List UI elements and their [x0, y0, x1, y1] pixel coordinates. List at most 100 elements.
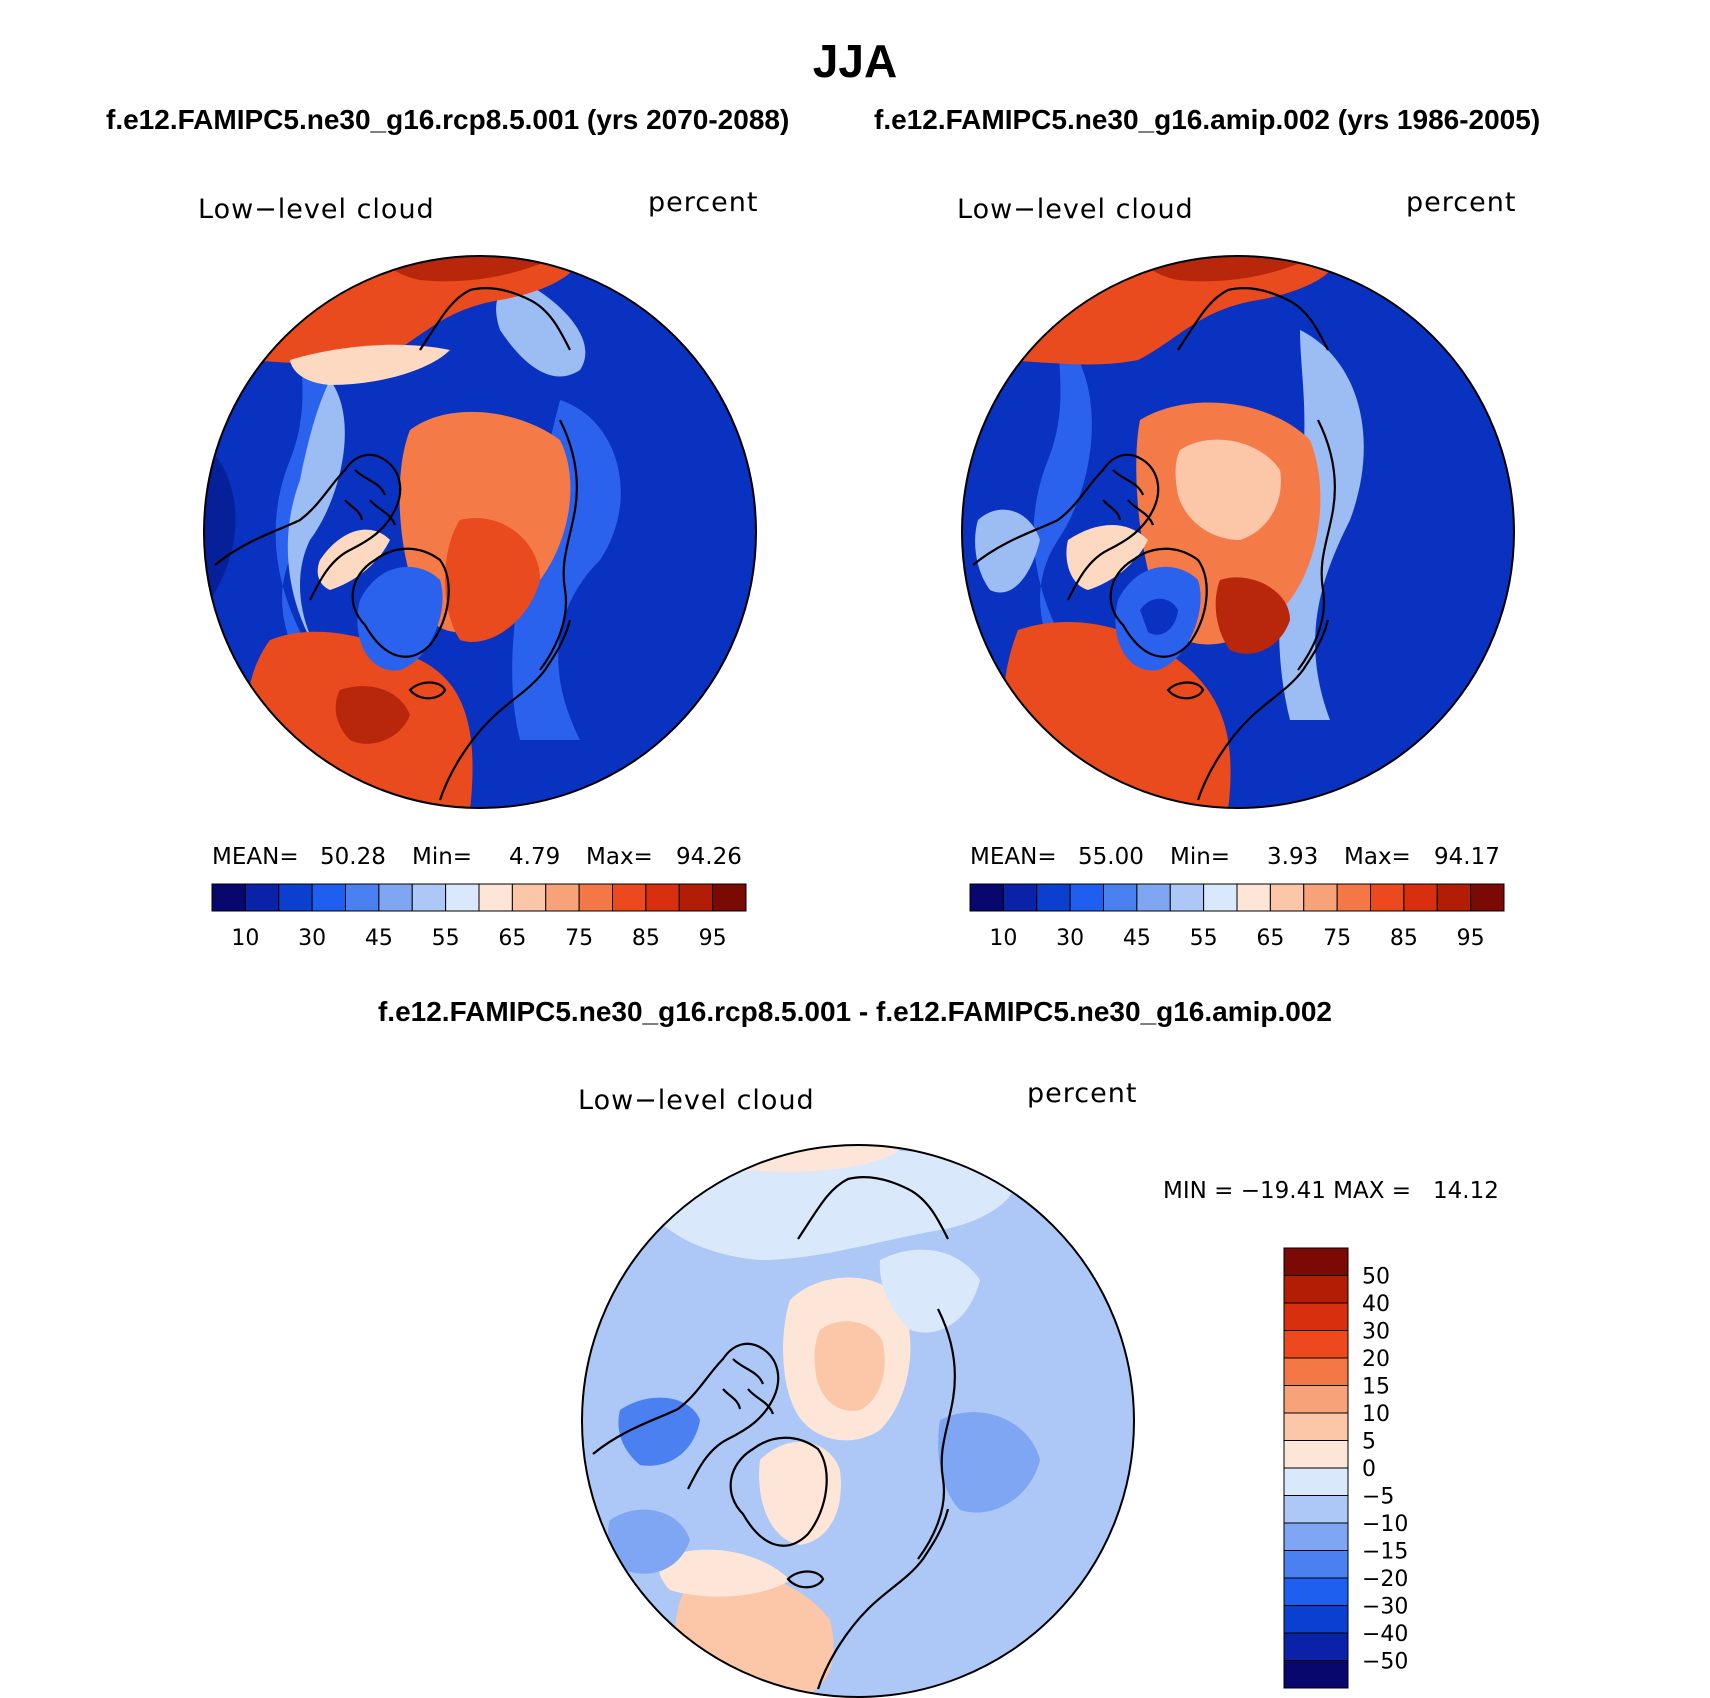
left-units-label: percent — [648, 187, 759, 218]
right-min-value: 3.93 — [1267, 844, 1319, 870]
right-map-field-center-darkred — [1215, 577, 1290, 654]
diff-coast-scandinavia — [816, 1508, 950, 1690]
diff-colorbar-swatch — [1283, 1550, 1349, 1579]
left-min-value: 4.79 — [509, 844, 561, 870]
right-colorbar-swatch — [1136, 883, 1171, 912]
main-title: JJA — [812, 35, 898, 87]
left-map-field-canada-pale — [317, 529, 390, 590]
diff-colorbar-swatch — [1283, 1495, 1349, 1524]
diff-colorbar-swatch — [1283, 1632, 1349, 1661]
left-mean-value: 50.28 — [320, 844, 386, 870]
right-coast-archipelago — [1102, 469, 1155, 526]
left-case-title: f.e12.FAMIPC5.ne30_g16.rcp8.5.001 (yrs 2… — [106, 104, 790, 135]
right-min-label: Min= — [1170, 844, 1231, 870]
right-mean-label: MEAN= — [970, 844, 1057, 870]
right-max-label: Max= — [1344, 844, 1411, 870]
right-colorbar-swatch — [1370, 883, 1405, 912]
diff-colorbar-tick-label: −10 — [1362, 1512, 1408, 1537]
left-colorbar-swatch — [278, 883, 313, 912]
right-colorbar-tick-label: 85 — [1390, 926, 1418, 951]
right-colorbar-swatch — [1103, 883, 1138, 912]
left-colorbar-swatch — [445, 883, 480, 912]
left-map-field-lightblue2 — [287, 380, 345, 680]
right-colorbar-swatch — [1436, 883, 1472, 912]
left-map-field-midblue2 — [512, 400, 621, 740]
left-colorbar-swatch — [645, 883, 680, 912]
right-colorbar-swatch — [1269, 883, 1305, 912]
right-colorbar: 10 30 45 55 65 75 85 95 — [969, 883, 1505, 951]
right-map-field-top-darkred — [1138, 256, 1318, 282]
diff-coast-iceland — [786, 1570, 825, 1589]
diff-colorbar-swatch — [1283, 1577, 1349, 1606]
left-variable-label: Low−level cloud — [198, 194, 435, 225]
left-coast-alaska — [419, 286, 571, 351]
diff-map-field-canada-blue — [618, 1397, 700, 1466]
diff-map-field-greenland-pale — [759, 1441, 841, 1545]
left-coast-scandinavia — [438, 619, 572, 801]
diff-colorbar-tick-label: 0 — [1362, 1457, 1376, 1482]
diff-map-field-pale-top — [640, 1150, 1017, 1260]
right-coast-alaska — [1177, 286, 1329, 351]
right-colorbar-swatch — [1036, 883, 1071, 912]
right-coast-canada — [972, 453, 1160, 601]
diff-coast-alaska — [797, 1175, 949, 1240]
right-map-field-center-pale — [1175, 439, 1281, 540]
right-colorbar-tick-label: 55 — [1190, 926, 1218, 951]
left-max-label: Max= — [586, 844, 653, 870]
left-colorbar-swatch — [478, 883, 513, 912]
diff-colorbar-swatch — [1283, 1385, 1349, 1414]
left-colorbar-tick-label: 10 — [231, 926, 259, 951]
diff-colorbar-swatch — [1283, 1275, 1349, 1304]
left-colorbar-swatch — [211, 883, 246, 912]
left-map-field-lightblue — [496, 280, 586, 377]
right-map-field-midblue — [1033, 330, 1118, 720]
diff-map-field-left-blue — [608, 1509, 690, 1574]
diff-coast-canada — [592, 1342, 780, 1490]
right-colorbar-swatch — [1403, 883, 1438, 912]
diff-colorbar-swatch — [1283, 1302, 1349, 1331]
left-map-field-bottom-darkred — [335, 686, 410, 744]
diff-colorbar-swatch — [1283, 1247, 1349, 1276]
right-map-field-lightblue — [1279, 330, 1364, 720]
right-colorbar-swatch — [1236, 883, 1271, 912]
left-coast-archipelago — [344, 469, 397, 526]
left-colorbar-tick-label: 55 — [432, 926, 460, 951]
right-colorbar-tick-label: 65 — [1256, 926, 1284, 951]
diff-colorbar-swatch — [1283, 1412, 1349, 1441]
right-map-field-canada-pale — [1066, 525, 1148, 590]
diff-variable-label: Low−level cloud — [578, 1085, 815, 1116]
diff-colorbar-swatch — [1283, 1330, 1349, 1359]
left-colorbar-tick-label: 65 — [498, 926, 526, 951]
right-colorbar-swatch — [1303, 883, 1338, 912]
right-colorbar-swatch — [1336, 883, 1371, 912]
diff-colorbar-tick-label: 50 — [1362, 1265, 1390, 1290]
right-colorbar-tick-label: 10 — [989, 926, 1017, 951]
right-colorbar-swatch — [1069, 883, 1104, 912]
diff-colorbar-tick-label: −15 — [1362, 1540, 1408, 1565]
left-colorbar-swatch — [678, 883, 714, 912]
diff-colorbar-tick-label: 15 — [1362, 1375, 1390, 1400]
diff-colorbar-tick-label: −20 — [1362, 1567, 1408, 1592]
left-colorbar-swatch — [545, 883, 580, 912]
right-colorbar-swatch — [1470, 883, 1505, 912]
left-coast-siberia — [539, 419, 578, 671]
left-colorbar-swatch — [378, 883, 413, 912]
right-colorbar-tick-label: 30 — [1056, 926, 1084, 951]
right-colorbar-swatch — [969, 883, 1004, 912]
diff-units-label: percent — [1027, 1078, 1138, 1109]
right-coast-scandinavia — [1196, 619, 1330, 801]
left-colorbar-swatch — [578, 883, 613, 912]
right-case-title: f.e12.FAMIPC5.ne30_g16.amip.002 (yrs 198… — [874, 104, 1541, 135]
right-colorbar-swatch — [1002, 883, 1038, 912]
left-colorbar-swatch — [244, 883, 280, 912]
right-polar-map — [962, 256, 1514, 808]
right-coast-iceland — [1166, 681, 1205, 700]
left-map-field-top-pale — [290, 344, 450, 385]
diff-colorbar-tick-label: 30 — [1362, 1320, 1390, 1345]
left-colorbar: 10 30 45 55 65 75 85 95 — [211, 883, 747, 951]
right-coastlines — [972, 286, 1336, 801]
right-colorbar-tick-label: 95 — [1457, 926, 1485, 951]
left-min-label: Min= — [412, 844, 473, 870]
